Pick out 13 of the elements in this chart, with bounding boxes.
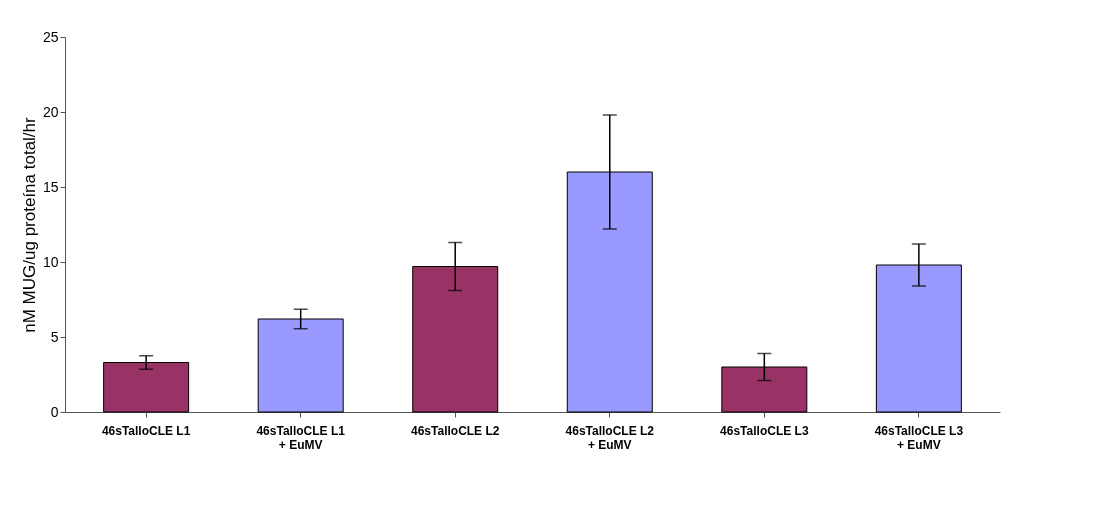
y-axis-title: nM MUG/ug proteína total/hr xyxy=(19,116,39,333)
y-tick-label: 15 xyxy=(42,178,59,195)
y-tick-label: 20 xyxy=(42,103,59,120)
x-tick-label: 46sTalloCLE L1 + EuMV xyxy=(256,423,346,452)
y-tick-label: 25 xyxy=(42,28,59,45)
x-tick-label: 46sTalloCLE L3 xyxy=(720,423,809,438)
x-tick-label: 46sTalloCLE L2 xyxy=(410,423,500,438)
y-tick-label: 5 xyxy=(50,328,59,345)
y-tick-label: 0 xyxy=(50,403,59,420)
x-tick-label: 46sTalloCLE L2 + EuMV xyxy=(565,423,655,452)
x-tick-label: 46sTalloCLE L3 + EuMV xyxy=(874,423,964,452)
x-tick-label: 46sTalloCLE L1 xyxy=(101,423,191,438)
y-tick-label: 10 xyxy=(42,253,59,270)
